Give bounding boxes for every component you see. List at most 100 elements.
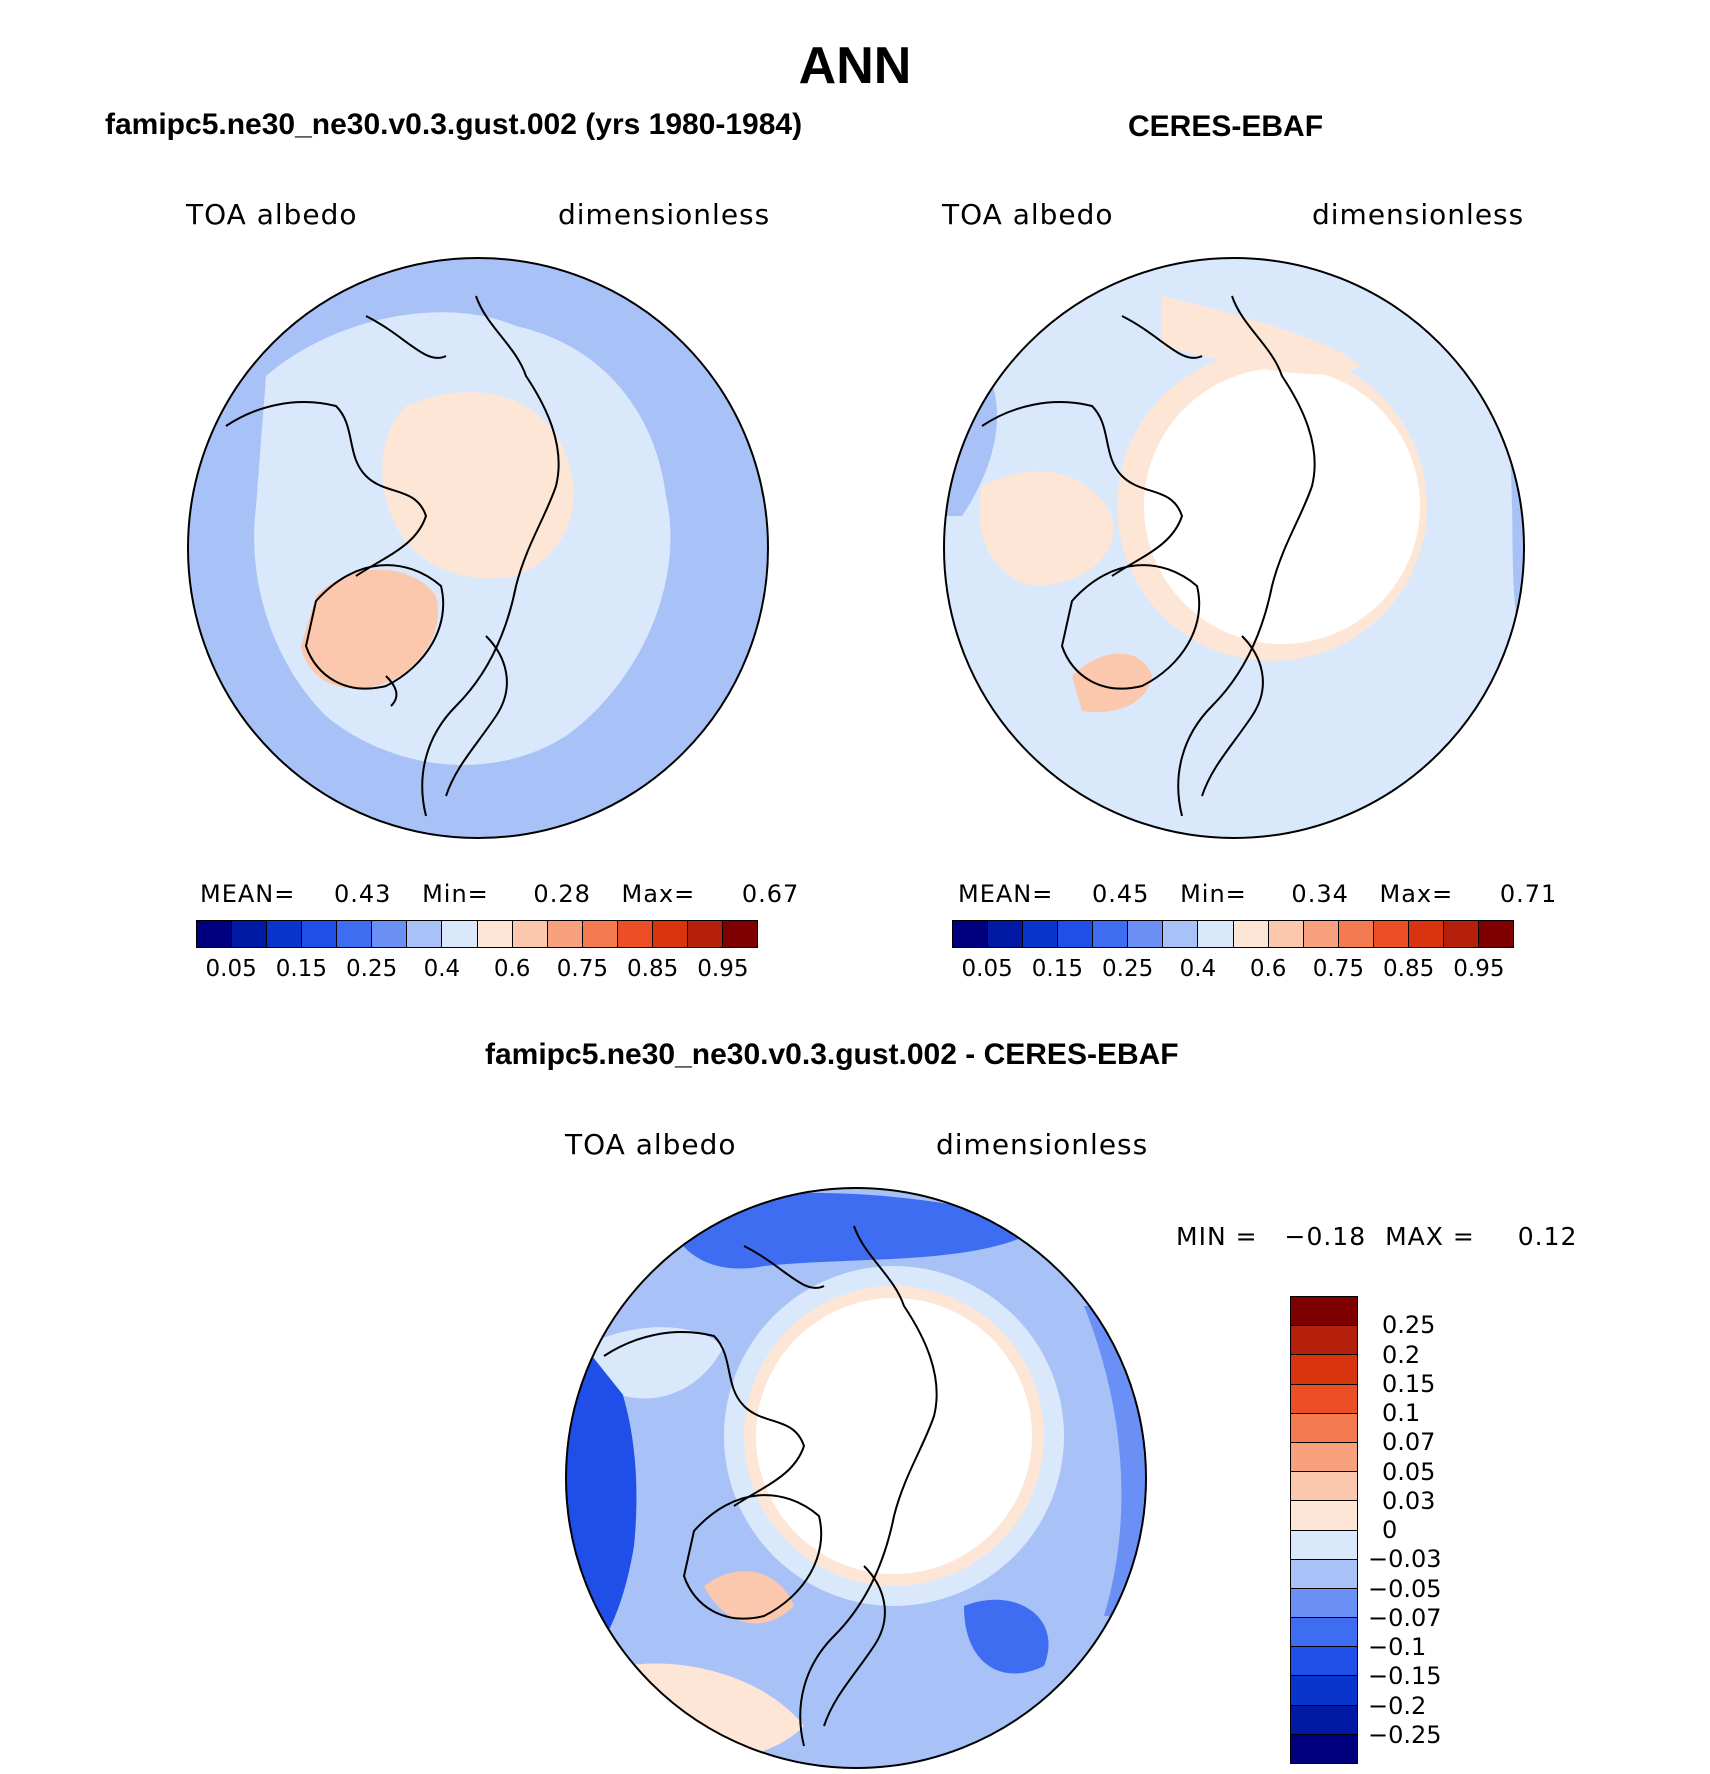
diff-colorbar-tick-label: −0.15 (1368, 1662, 1442, 1691)
model-colorbar-swatch (512, 921, 548, 947)
obs-colorbar-tick-label: 0.6 (1249, 956, 1287, 982)
obs-mean-value: 0.45 (1092, 880, 1150, 908)
diff-colorbar-tick-label: −0.03 (1368, 1545, 1442, 1574)
model-colorbar-swatch (547, 921, 583, 947)
diff-colorbar-swatch (1291, 1647, 1357, 1677)
model-colorbar-tick-label: 0.75 (556, 956, 608, 982)
obs-units-label: dimensionless (1312, 198, 1525, 231)
diff-colorbar-swatch (1291, 1559, 1357, 1589)
model-max-label: Max= (621, 880, 696, 908)
model-colorbar-swatch (337, 921, 373, 947)
diff-units-label: dimensionless (936, 1128, 1149, 1161)
diff-colorbar-tick-label: −0.2 (1368, 1691, 1427, 1720)
obs-panel-title: CERES-EBAF (1128, 110, 1324, 143)
model-mean-value: 0.43 (334, 880, 392, 908)
diff-colorbar-tick-label: 0.2 (1382, 1340, 1421, 1369)
obs-variable-label: TOA albedo (942, 198, 1114, 231)
model-colorbar-tick-label: 0.4 (423, 956, 461, 982)
obs-max-value: 0.71 (1499, 880, 1558, 908)
model-colorbar-tick-label: 0.05 (205, 956, 257, 982)
model-colorbar-swatch (687, 921, 723, 947)
obs-colorbar-swatch (1023, 921, 1059, 947)
obs-polar-map (943, 257, 1525, 839)
obs-colorbar-swatch (1303, 921, 1339, 947)
diff-colorbar-swatch (1291, 1384, 1357, 1414)
model-colorbar-tick-label: 0.95 (697, 956, 749, 982)
model-colorbar-tick-label: 0.15 (275, 956, 327, 982)
diff-colorbar-swatch (1291, 1297, 1357, 1327)
diff-colorbar-swatch (1291, 1413, 1357, 1443)
model-polar-map (187, 257, 769, 839)
obs-max-label: Max= (1379, 880, 1454, 908)
obs-colorbar-swatch (1128, 921, 1164, 947)
model-colorbar-swatch (197, 921, 233, 947)
model-colorbar-tick-label: 0.25 (346, 956, 398, 982)
diff-colorbar-swatch (1291, 1355, 1357, 1385)
diff-colorbar (1290, 1296, 1358, 1764)
model-colorbar-tick-label: 0.85 (627, 956, 679, 982)
model-min-value: 0.28 (533, 880, 591, 908)
obs-colorbar-swatch (1443, 921, 1479, 947)
model-colorbar-swatch (722, 921, 757, 947)
diff-colorbar-tick-label: 0.25 (1382, 1311, 1436, 1340)
obs-colorbar-swatch (1408, 921, 1444, 947)
diff-colorbar-tick-label: 0 (1382, 1516, 1398, 1544)
diff-colorbar-swatch (1291, 1472, 1357, 1502)
diff-colorbar-swatch (1291, 1501, 1357, 1531)
diff-colorbar-tick-label: −0.07 (1368, 1603, 1442, 1632)
model-colorbar-tick-label: 0.6 (493, 956, 531, 982)
diff-colorbar-tick-label: −0.1 (1368, 1633, 1427, 1661)
obs-colorbar-tick-label: 0.85 (1383, 956, 1435, 982)
model-colorbar-swatch (652, 921, 688, 947)
model-colorbar-swatch (302, 921, 338, 947)
obs-colorbar-tick-label: 0.15 (1031, 956, 1083, 982)
diff-colorbar-tick-label: −0.25 (1368, 1720, 1442, 1749)
model-units-label: dimensionless (558, 198, 771, 231)
obs-colorbar-swatch (1163, 921, 1199, 947)
diff-colorbar-swatch (1291, 1705, 1357, 1735)
model-colorbar-swatch (582, 921, 618, 947)
diff-colorbar-tick-label: −0.05 (1368, 1574, 1442, 1603)
diff-colorbar-swatch (1291, 1734, 1357, 1763)
obs-colorbar (952, 920, 1514, 948)
obs-colorbar-swatch (1093, 921, 1129, 947)
obs-colorbar-swatch (1233, 921, 1269, 947)
diff-colorbar-swatch (1291, 1530, 1357, 1560)
model-mean-label: MEAN= (200, 880, 296, 908)
model-colorbar (196, 920, 758, 948)
obs-colorbar-swatch (1268, 921, 1304, 947)
diff-max-label: MAX = (1385, 1222, 1475, 1251)
obs-min-label: Min= (1180, 880, 1247, 908)
model-panel-title: famipc5.ne30_ne30.v0.3.gust.002 (yrs 198… (105, 108, 803, 141)
diff-max-value: 0.12 (1517, 1222, 1578, 1251)
obs-colorbar-swatch (1058, 921, 1094, 947)
diff-colorbar-tick-label: 0.03 (1382, 1486, 1436, 1515)
model-min-label: Min= (422, 880, 489, 908)
obs-colorbar-swatch (1478, 921, 1513, 947)
diff-panel-title: famipc5.ne30_ne30.v0.3.gust.002 - CERES-… (485, 1038, 1179, 1071)
obs-colorbar-tick-label: 0.75 (1312, 956, 1364, 982)
obs-min-value: 0.34 (1291, 880, 1349, 908)
model-colorbar-labels: 0.05 0.15 0.25 0.4 0.6 0.75 0.85 0.95 (196, 956, 758, 986)
model-max-value: 0.67 (741, 880, 800, 908)
diff-colorbar-tick-label: 0.1 (1382, 1399, 1421, 1427)
obs-colorbar-tick-label: 0.05 (961, 956, 1013, 982)
main-title: ANN (798, 37, 912, 95)
obs-colorbar-labels: 0.05 0.15 0.25 0.4 0.6 0.75 0.85 0.95 (952, 956, 1514, 986)
diff-min-label: MIN = (1176, 1222, 1258, 1251)
model-variable-label: TOA albedo (186, 198, 358, 231)
model-colorbar-swatch (477, 921, 513, 947)
obs-mean-label: MEAN= (958, 880, 1054, 908)
diff-colorbar-swatch (1291, 1326, 1357, 1356)
diff-colorbar-swatch (1291, 1442, 1357, 1473)
obs-colorbar-swatch (988, 921, 1024, 947)
obs-colorbar-tick-label: 0.95 (1453, 956, 1505, 982)
diff-variable-label: TOA albedo (565, 1128, 737, 1161)
diff-colorbar-tick-label: 0.15 (1382, 1369, 1436, 1398)
diff-colorbar-swatch (1291, 1676, 1357, 1706)
diff-polar-map (565, 1187, 1147, 1769)
obs-colorbar-swatch (1338, 921, 1374, 947)
diff-colorbar-tick-label: 0.07 (1382, 1428, 1436, 1457)
obs-colorbar-tick-label: 0.4 (1179, 956, 1217, 982)
diff-colorbar-tick-label: 0.05 (1382, 1457, 1436, 1486)
